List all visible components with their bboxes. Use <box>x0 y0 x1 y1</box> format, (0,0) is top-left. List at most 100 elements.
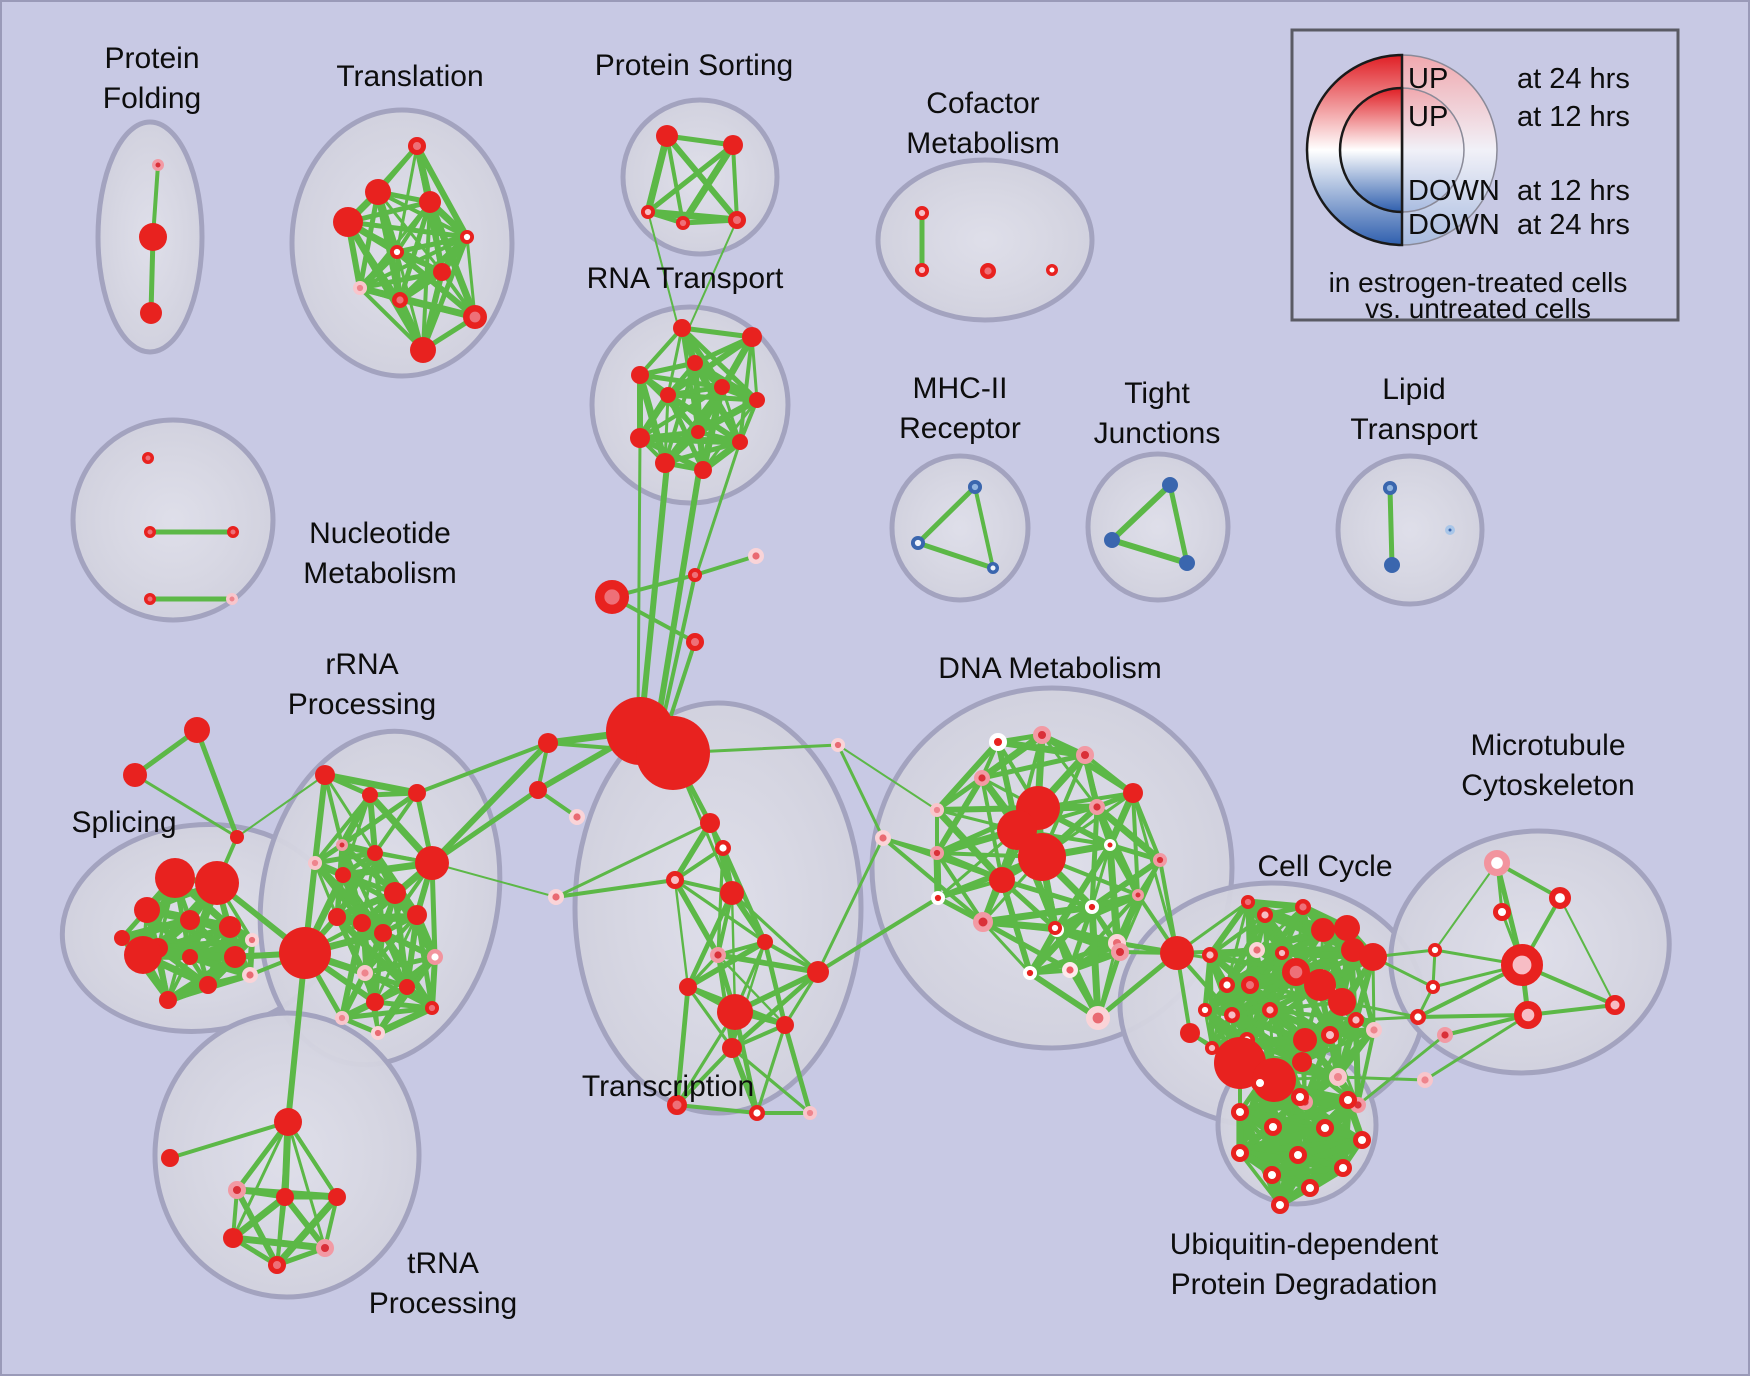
network-node-mhc-ii-receptor <box>967 479 983 495</box>
network-edge <box>1387 485 1395 568</box>
network-edge <box>234 1187 280 1268</box>
network-node-translation <box>365 179 391 205</box>
legend-direction-2: DOWN <box>1408 175 1500 207</box>
network-node-mhc-ii-receptor <box>987 562 999 574</box>
legend-direction-1: UP <box>1408 101 1448 133</box>
network-edge <box>666 326 684 397</box>
network-edge <box>286 1120 327 1250</box>
network-node-rrna-processing <box>315 765 335 785</box>
cluster-label-trna-processing: Processing <box>369 1287 517 1320</box>
network-node-splicing <box>124 936 162 974</box>
network-edge <box>637 360 698 378</box>
cluster-label-rrna-processing: rRNA <box>325 648 398 681</box>
network-node-translation <box>389 244 405 260</box>
network-node-connector <box>538 733 558 753</box>
network-node-nucleotide-metabolism <box>144 593 156 605</box>
network-edge <box>194 727 240 840</box>
legend-time-0: at 24 hrs <box>1517 63 1630 95</box>
network-node-rrna-processing <box>336 839 348 851</box>
network-node-cofactor-metabolism <box>980 263 997 280</box>
network-edge <box>652 463 703 743</box>
network-node-nucleotide-metabolism <box>142 452 154 464</box>
network-edge <box>782 1022 813 1116</box>
cluster-label-translation: Translation <box>336 60 483 93</box>
network-node-connector <box>1180 1023 1200 1043</box>
network-node-cell-cycle <box>1341 938 1365 962</box>
network-edge <box>730 891 820 974</box>
cluster-label-mhc-ii-receptor: Receptor <box>899 412 1021 445</box>
network-edge <box>1089 892 1141 910</box>
network-edge <box>934 739 1001 813</box>
network-node-dna-metabolism <box>1132 889 1144 901</box>
network-edge <box>117 915 195 943</box>
network-edge <box>1208 953 1298 974</box>
network-node-cell-cycle <box>1256 907 1273 924</box>
network-node-dna-metabolism <box>1123 783 1143 803</box>
network-edge <box>312 850 378 866</box>
network-edge <box>675 1103 759 1115</box>
network-node-splicing <box>219 916 241 938</box>
legend: UP at 24 hrs UP at 12 hrs DOWN at 12 hrs DOWN a… <box>1290 28 1680 324</box>
network-node-connector <box>594 579 630 615</box>
network-node-cell-cycle <box>1304 969 1336 1001</box>
network-node-dna-metabolism <box>930 890 946 906</box>
network-edge <box>658 573 697 735</box>
network-node-microtubule-cytoskeleton <box>1605 995 1625 1015</box>
network-node-trna-processing <box>315 1238 335 1258</box>
network-node-cell-cycle <box>1281 957 1310 986</box>
network-node-cell-cycle <box>1365 1021 1382 1038</box>
network-node-connector <box>748 548 765 565</box>
network-node-splicing <box>114 930 130 946</box>
network-node-cell-cycle <box>1248 942 1265 959</box>
network-edge <box>373 791 419 855</box>
network-node-rna-transport <box>631 366 649 384</box>
network-node-dna-metabolism <box>929 802 945 818</box>
network-edge <box>312 772 328 866</box>
network-node-splicing <box>155 858 195 898</box>
network-node-cell-cycle <box>1328 1067 1348 1087</box>
network-edge <box>1118 858 1162 954</box>
network-edge <box>694 396 761 436</box>
network-node-splicing <box>244 932 260 948</box>
network-node-dna-metabolism <box>1047 920 1063 936</box>
network-node-translation <box>410 337 436 363</box>
network-node-rna-transport <box>660 387 676 403</box>
network-edge <box>1237 1097 1351 1115</box>
network-edge <box>1093 803 1164 864</box>
network-node-connector <box>184 717 210 743</box>
network-node-cell-cycle <box>1293 1028 1317 1052</box>
cluster-label-cofactor-metabolism: Cofactor <box>926 87 1039 120</box>
network-node-dna-metabolism <box>1152 852 1168 868</box>
network-node-dna-metabolism <box>1104 839 1116 851</box>
network-node-connector <box>230 830 244 844</box>
legend-direction-3: DOWN <box>1408 209 1500 241</box>
network-node-connector <box>529 781 547 799</box>
network-edge <box>357 189 381 291</box>
network-node-cell-cycle <box>1218 977 1235 994</box>
network-node-connector <box>123 763 147 787</box>
network-edge <box>1088 903 1102 1022</box>
network-edge <box>1244 898 1307 911</box>
network-edge <box>673 878 690 989</box>
legend-direction-0: UP <box>1408 63 1448 95</box>
network-node-cell-cycle <box>1223 1007 1240 1024</box>
cluster-label-ubiquitin-degradation: Ubiquitin-dependent <box>1170 1228 1439 1261</box>
network-node-dna-metabolism <box>973 912 993 932</box>
network-node-cell-cycle <box>1328 988 1356 1016</box>
cluster-label-protein-folding: Folding <box>103 82 201 115</box>
network-edge <box>1109 537 1190 566</box>
network-node-cell-cycle <box>1359 943 1387 971</box>
network-node-ubiquitin-degradation <box>1300 1178 1320 1198</box>
network-node-transcription <box>679 978 697 996</box>
network-node-cell-cycle <box>1347 1012 1364 1029</box>
cluster-ellipse-mhc-ii-receptor <box>889 453 1031 603</box>
network-node-protein-folding <box>140 302 162 324</box>
legend-time-2: at 12 hrs <box>1517 175 1630 207</box>
network-edge <box>1207 950 1285 958</box>
network-node-dna-metabolism <box>989 867 1015 893</box>
network-edge <box>647 211 679 327</box>
network-edge <box>168 1120 290 1160</box>
network-edge <box>755 1023 787 1115</box>
network-node-connector <box>161 1149 179 1167</box>
network-node-cell-cycle <box>1204 1040 1220 1056</box>
